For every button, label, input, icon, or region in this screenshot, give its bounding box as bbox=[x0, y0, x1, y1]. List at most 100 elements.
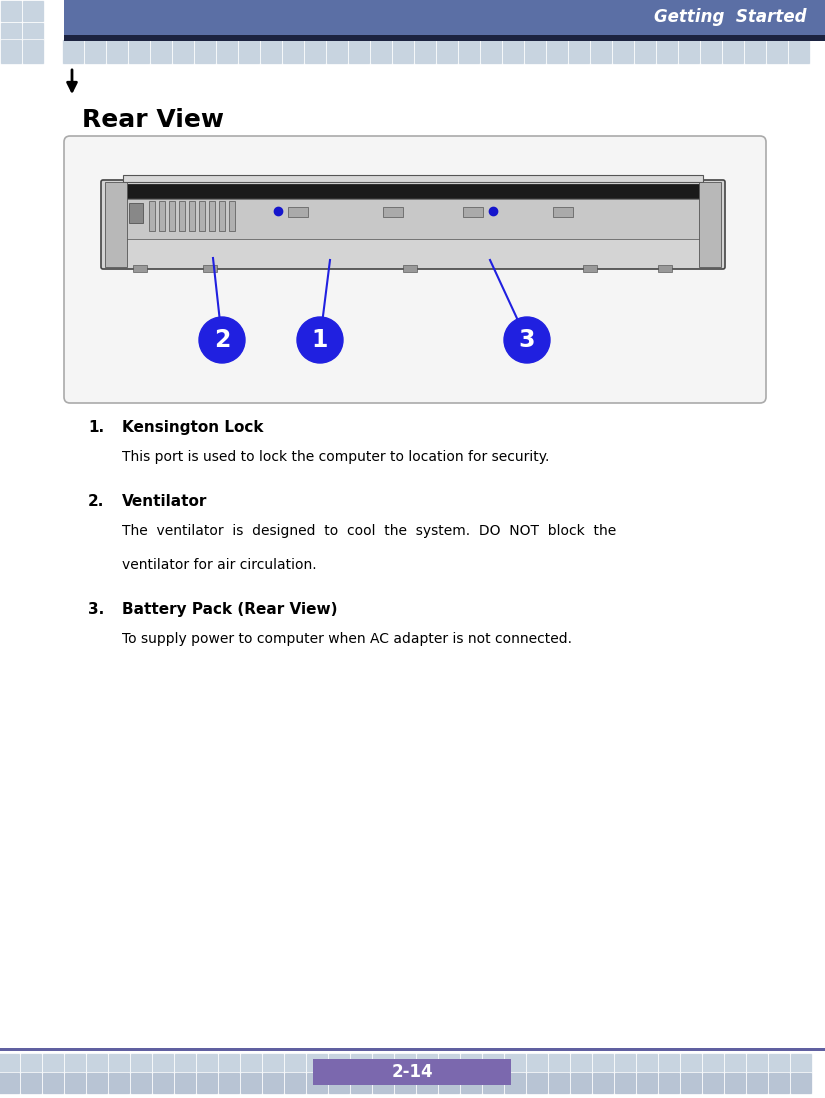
FancyBboxPatch shape bbox=[175, 1053, 196, 1076]
Text: ventilator for air circulation.: ventilator for air circulation. bbox=[122, 558, 317, 572]
Circle shape bbox=[199, 317, 245, 363]
FancyBboxPatch shape bbox=[261, 40, 282, 65]
FancyBboxPatch shape bbox=[436, 40, 459, 65]
FancyBboxPatch shape bbox=[153, 1073, 175, 1095]
FancyBboxPatch shape bbox=[21, 1073, 43, 1095]
FancyBboxPatch shape bbox=[724, 1073, 747, 1095]
FancyBboxPatch shape bbox=[106, 40, 129, 65]
FancyBboxPatch shape bbox=[109, 1053, 130, 1076]
FancyBboxPatch shape bbox=[216, 40, 238, 65]
Bar bbox=[179, 201, 185, 231]
FancyBboxPatch shape bbox=[219, 1053, 241, 1076]
FancyBboxPatch shape bbox=[723, 40, 744, 65]
Bar bbox=[313, 1058, 511, 1085]
Bar bbox=[129, 203, 143, 223]
FancyBboxPatch shape bbox=[22, 40, 45, 65]
Bar bbox=[169, 201, 175, 231]
FancyBboxPatch shape bbox=[1, 40, 22, 65]
Text: To supply power to computer when AC adapter is not connected.: To supply power to computer when AC adap… bbox=[122, 632, 572, 646]
FancyBboxPatch shape bbox=[87, 1073, 109, 1095]
FancyBboxPatch shape bbox=[681, 1053, 703, 1076]
FancyBboxPatch shape bbox=[769, 1073, 790, 1095]
Bar bbox=[463, 208, 483, 217]
FancyBboxPatch shape bbox=[615, 1073, 637, 1095]
Bar bbox=[64, 0, 825, 35]
FancyBboxPatch shape bbox=[153, 1053, 175, 1076]
FancyBboxPatch shape bbox=[657, 40, 678, 65]
FancyBboxPatch shape bbox=[571, 1053, 592, 1076]
Bar bbox=[105, 182, 127, 267]
Text: Ventilator: Ventilator bbox=[122, 494, 207, 509]
FancyBboxPatch shape bbox=[109, 1073, 130, 1095]
FancyBboxPatch shape bbox=[195, 40, 216, 65]
Bar bbox=[403, 265, 417, 272]
FancyBboxPatch shape bbox=[483, 1073, 505, 1095]
FancyBboxPatch shape bbox=[526, 1053, 549, 1076]
FancyBboxPatch shape bbox=[1, 22, 22, 45]
FancyBboxPatch shape bbox=[634, 40, 657, 65]
Text: This port is used to lock the computer to location for security.: This port is used to lock the computer t… bbox=[122, 450, 549, 464]
FancyBboxPatch shape bbox=[64, 136, 766, 403]
FancyBboxPatch shape bbox=[526, 1073, 549, 1095]
FancyBboxPatch shape bbox=[348, 40, 370, 65]
Bar bbox=[159, 201, 165, 231]
FancyBboxPatch shape bbox=[0, 1073, 21, 1095]
Text: 1.: 1. bbox=[88, 421, 104, 435]
FancyBboxPatch shape bbox=[175, 1073, 196, 1095]
FancyBboxPatch shape bbox=[417, 1073, 439, 1095]
Text: Kensington Lock: Kensington Lock bbox=[122, 421, 263, 435]
FancyBboxPatch shape bbox=[439, 1053, 460, 1076]
Bar bbox=[583, 265, 597, 272]
FancyBboxPatch shape bbox=[568, 40, 591, 65]
FancyBboxPatch shape bbox=[439, 1073, 460, 1095]
FancyBboxPatch shape bbox=[262, 1053, 285, 1076]
FancyBboxPatch shape bbox=[370, 40, 393, 65]
FancyBboxPatch shape bbox=[790, 1073, 813, 1095]
Text: 3: 3 bbox=[519, 328, 535, 352]
FancyBboxPatch shape bbox=[703, 1073, 724, 1095]
Text: The  ventilator  is  designed  to  cool  the  system.  DO  NOT  block  the: The ventilator is designed to cool the s… bbox=[122, 524, 616, 538]
FancyBboxPatch shape bbox=[87, 1053, 109, 1076]
Bar bbox=[288, 208, 308, 217]
Bar bbox=[0, 1047, 825, 1051]
FancyBboxPatch shape bbox=[219, 1073, 241, 1095]
FancyBboxPatch shape bbox=[612, 40, 634, 65]
FancyBboxPatch shape bbox=[304, 40, 327, 65]
Bar bbox=[658, 265, 672, 272]
FancyBboxPatch shape bbox=[546, 40, 568, 65]
Bar bbox=[699, 182, 721, 267]
Text: Rear View: Rear View bbox=[82, 108, 224, 132]
FancyBboxPatch shape bbox=[483, 1053, 505, 1076]
FancyBboxPatch shape bbox=[64, 1073, 87, 1095]
Text: 3.: 3. bbox=[88, 602, 104, 617]
Bar bbox=[229, 201, 235, 231]
FancyBboxPatch shape bbox=[373, 1053, 394, 1076]
FancyBboxPatch shape bbox=[328, 1073, 351, 1095]
FancyBboxPatch shape bbox=[307, 1053, 328, 1076]
FancyBboxPatch shape bbox=[505, 1053, 526, 1076]
FancyBboxPatch shape bbox=[700, 40, 723, 65]
FancyBboxPatch shape bbox=[417, 1053, 439, 1076]
FancyBboxPatch shape bbox=[1, 0, 22, 22]
FancyBboxPatch shape bbox=[196, 1073, 219, 1095]
Text: Battery Pack (Rear View): Battery Pack (Rear View) bbox=[122, 602, 337, 617]
Text: 2.: 2. bbox=[88, 494, 105, 509]
FancyBboxPatch shape bbox=[549, 1073, 571, 1095]
Bar bbox=[203, 265, 217, 272]
FancyBboxPatch shape bbox=[703, 1053, 724, 1076]
FancyBboxPatch shape bbox=[129, 40, 150, 65]
FancyBboxPatch shape bbox=[241, 1053, 262, 1076]
FancyBboxPatch shape bbox=[459, 40, 480, 65]
FancyBboxPatch shape bbox=[394, 1053, 417, 1076]
Bar bbox=[209, 201, 215, 231]
FancyBboxPatch shape bbox=[502, 40, 525, 65]
Bar bbox=[133, 265, 147, 272]
FancyBboxPatch shape bbox=[678, 40, 700, 65]
FancyBboxPatch shape bbox=[373, 1073, 394, 1095]
FancyBboxPatch shape bbox=[130, 1053, 153, 1076]
FancyBboxPatch shape bbox=[414, 40, 436, 65]
FancyBboxPatch shape bbox=[241, 1073, 262, 1095]
FancyBboxPatch shape bbox=[592, 1053, 615, 1076]
Bar bbox=[189, 201, 195, 231]
Bar bbox=[149, 201, 155, 231]
